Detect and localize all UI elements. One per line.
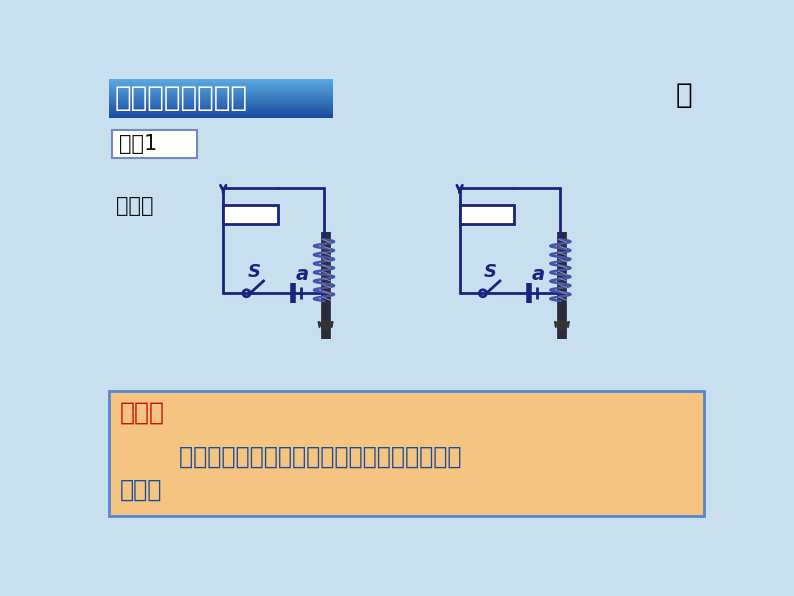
Bar xyxy=(109,101,333,102)
Bar xyxy=(109,90,333,91)
Bar xyxy=(109,92,333,93)
Text: 越强。: 越强。 xyxy=(119,477,162,501)
Text: a: a xyxy=(532,265,545,284)
Bar xyxy=(109,93,333,94)
Bar xyxy=(109,114,333,116)
Bar xyxy=(460,205,514,224)
Bar xyxy=(109,105,333,107)
Bar xyxy=(109,108,333,109)
Text: 二、电磁铁的磁性: 二、电磁铁的磁性 xyxy=(115,85,248,113)
Bar xyxy=(109,108,333,110)
Text: S: S xyxy=(484,263,497,281)
Bar xyxy=(112,130,197,158)
Bar xyxy=(109,116,333,117)
Bar xyxy=(109,85,333,86)
Bar xyxy=(109,98,333,99)
Bar xyxy=(109,98,333,100)
Bar xyxy=(109,104,333,105)
Text: 现象：: 现象： xyxy=(116,196,154,216)
Bar xyxy=(109,103,333,104)
Bar xyxy=(109,95,333,96)
Bar xyxy=(109,97,333,98)
Bar xyxy=(223,205,277,224)
Bar xyxy=(109,103,333,104)
Bar xyxy=(109,86,333,87)
Bar xyxy=(109,88,333,89)
Bar xyxy=(109,92,333,94)
Text: a: a xyxy=(295,265,309,284)
Bar xyxy=(109,85,333,86)
Bar xyxy=(109,84,333,85)
Bar xyxy=(109,117,333,118)
Bar xyxy=(109,87,333,88)
Bar xyxy=(109,80,333,81)
Bar xyxy=(109,106,333,107)
Bar xyxy=(109,107,333,108)
Bar xyxy=(109,111,333,113)
Bar xyxy=(109,116,333,117)
Bar xyxy=(109,88,333,89)
Bar xyxy=(109,82,333,83)
Bar xyxy=(109,112,333,113)
Bar xyxy=(109,79,333,80)
Text: 演示1: 演示1 xyxy=(119,134,158,154)
Bar xyxy=(109,89,333,91)
Bar xyxy=(109,91,333,92)
Bar xyxy=(109,82,333,83)
Bar xyxy=(109,110,333,111)
Bar xyxy=(109,100,333,101)
Bar xyxy=(109,113,333,114)
Bar xyxy=(109,81,333,82)
Bar xyxy=(109,95,333,97)
Bar xyxy=(109,114,333,115)
Bar xyxy=(109,391,703,516)
Bar xyxy=(109,109,333,110)
Text: S: S xyxy=(248,263,260,281)
Text: 🔭: 🔭 xyxy=(676,80,692,108)
Bar xyxy=(109,83,333,84)
Bar xyxy=(109,101,333,103)
Text: 结论：: 结论： xyxy=(119,401,164,424)
Text: 匝数一定时，通入的电流越大，电磁铁的磁性: 匝数一定时，通入的电流越大，电磁铁的磁性 xyxy=(119,445,462,469)
Bar xyxy=(109,96,333,97)
Bar xyxy=(109,94,333,95)
Bar xyxy=(109,111,333,112)
